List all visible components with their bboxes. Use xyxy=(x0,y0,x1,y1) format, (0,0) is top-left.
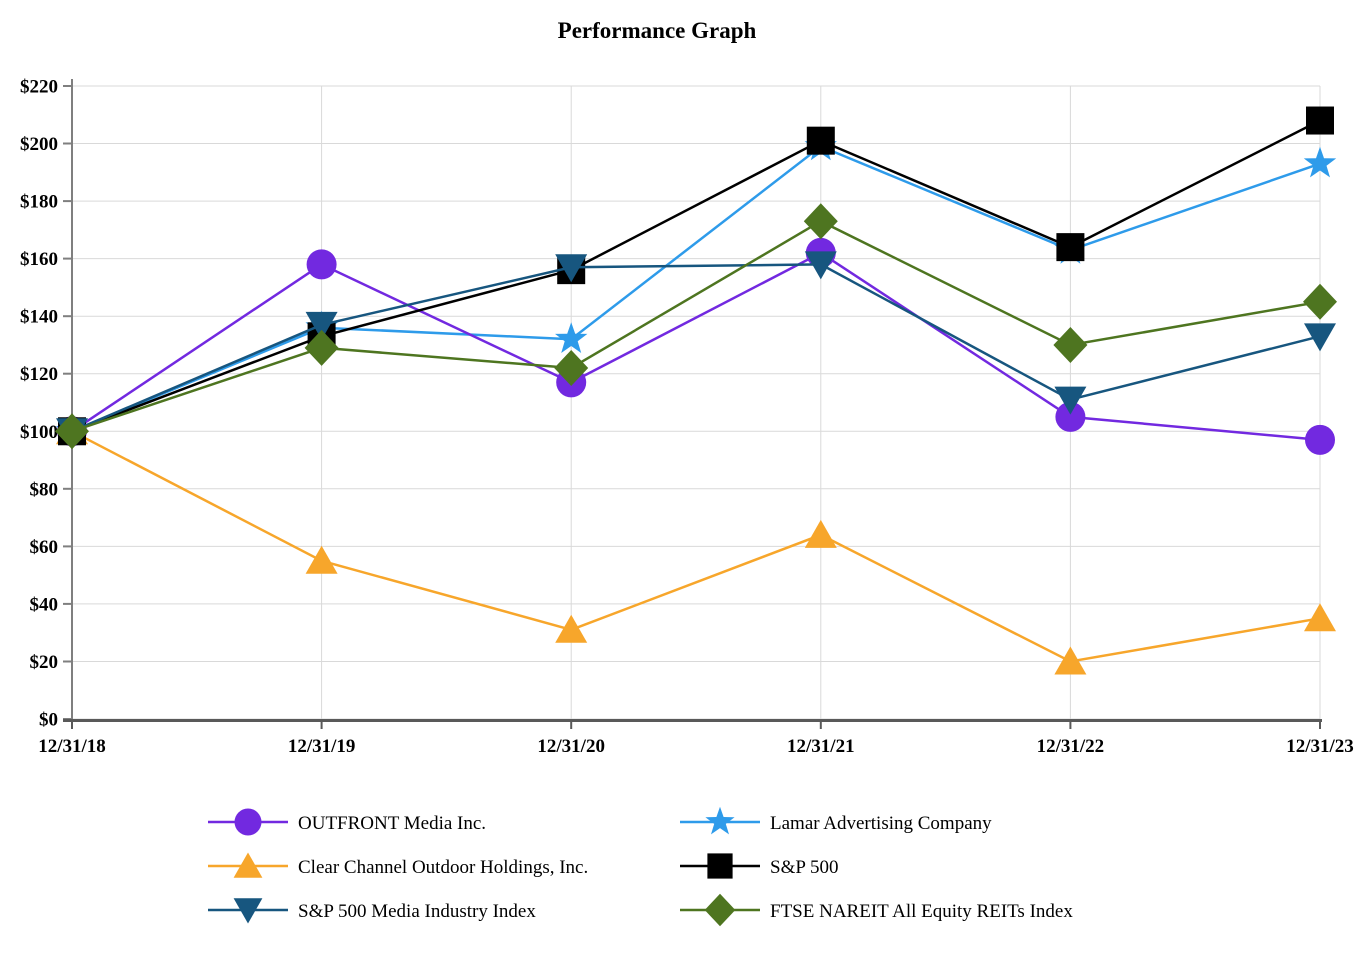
marker-triangle-up xyxy=(555,614,588,643)
series-lamar-advertising-company xyxy=(55,129,1337,445)
series-clear-channel-outdoor-holdings-inc xyxy=(56,416,1336,675)
marker-triangle-down xyxy=(555,254,588,283)
y-tick-label: $140 xyxy=(20,307,58,328)
marker-triangle-down xyxy=(1054,386,1087,415)
marker-diamond xyxy=(554,349,589,386)
series-s-p-500-media-industry-index xyxy=(56,251,1336,447)
marker-square xyxy=(806,126,835,155)
marker-square xyxy=(1056,233,1085,262)
y-tick-label: $160 xyxy=(20,249,58,270)
marker-triangle-down xyxy=(233,898,263,924)
marker-diamond xyxy=(55,413,89,450)
marker-star xyxy=(555,322,588,353)
series-line-outfront-media-inc xyxy=(71,251,1321,442)
y-tick-label: $120 xyxy=(20,364,58,385)
y-axis-labels: $0 $20 $40 $60 $80 $100 $120 $140 $160 $180 $200 $2… xyxy=(20,77,58,731)
legend: Clear Channel Outdoor Holdings, Inc. Lama… xyxy=(208,806,1073,927)
marker-triangle-down xyxy=(804,251,837,280)
legend-label: Clear Channel Outdoor Holdings, Inc. xyxy=(298,857,588,878)
legend-label: Lamar Advertising Company xyxy=(770,813,992,834)
y-tick-label: $20 xyxy=(30,652,59,673)
x-tick-label: 12/31/22 xyxy=(1037,736,1105,757)
x-tick-label: 12/31/18 xyxy=(38,736,106,757)
y-tick-label: $80 xyxy=(30,479,59,500)
marker-triangle-up xyxy=(1054,646,1087,675)
marker-circle xyxy=(1055,401,1086,432)
x-axis-labels: 12/31/18 12/31/19 12/31/20 12/31/21 12/31/22… xyxy=(38,736,1354,757)
x-tick-label: 12/31/21 xyxy=(787,736,855,757)
marker-star xyxy=(1303,146,1337,178)
x-tick-label: 12/31/20 xyxy=(537,736,605,757)
legend-item-s-p-500: S&P 500 xyxy=(680,853,838,879)
legend-item-outfront-media-inc: OUTFRONT Media Inc. xyxy=(208,808,486,836)
series-ftse-nareit-all-equity-reits-index xyxy=(55,203,1337,450)
marker-circle xyxy=(306,249,337,280)
y-tick-label: $60 xyxy=(30,537,59,558)
legend-label: FTSE NAREIT All Equity REITs Index xyxy=(770,901,1073,922)
y-tick-label: $200 xyxy=(20,134,58,155)
series-line-s-p-500 xyxy=(71,119,1321,433)
legend-item-s-p-500-media-industry-index: S&P 500 Media Industry Index xyxy=(208,898,536,924)
axes xyxy=(63,79,1322,729)
series-line-s-p-500-media-industry-index xyxy=(71,263,1321,433)
marker-triangle-up xyxy=(1304,603,1336,632)
series-s-p-500 xyxy=(58,106,1334,446)
legend-label: OUTFRONT Media Inc. xyxy=(298,813,486,834)
marker-triangle-up xyxy=(804,519,837,548)
marker-triangle-up xyxy=(305,545,338,574)
marker-triangle-down xyxy=(1304,323,1336,352)
legend-item-clear-channel-outdoor-holdings-inc: Clear Channel Outdoor Holdings, Inc. xyxy=(208,852,588,878)
marker-diamond xyxy=(1303,283,1337,320)
marker-circle xyxy=(1305,424,1335,455)
series-line-lamar-advertising-company xyxy=(71,144,1321,433)
x-tick-label: 12/31/23 xyxy=(1286,736,1354,757)
marker-triangle-down xyxy=(305,311,338,340)
series-line-clear-channel-outdoor-holdings-inc xyxy=(71,430,1321,663)
legend-label: S&P 500 xyxy=(770,857,838,878)
series-outfront-media-inc xyxy=(57,237,1335,455)
y-tick-label: $220 xyxy=(20,77,58,98)
gridlines xyxy=(72,85,1321,720)
marker-square xyxy=(707,853,733,879)
legend-item-ftse-nareit-all-equity-reits-index: FTSE NAREIT All Equity REITs Index xyxy=(680,893,1073,927)
legend-label: S&P 500 Media Industry Index xyxy=(298,901,536,922)
marker-diamond xyxy=(704,893,736,927)
x-tick-label: 12/31/19 xyxy=(288,736,356,757)
chart-title: Performance Graph xyxy=(557,18,757,43)
marker-star xyxy=(705,806,735,835)
y-tick-label: $180 xyxy=(20,192,58,213)
marker-square xyxy=(1306,106,1334,135)
y-tick-label: $0 xyxy=(39,710,58,731)
marker-circle xyxy=(234,808,262,836)
legend-item-lamar-advertising-company: Lamar Advertising Company xyxy=(680,806,992,835)
marker-diamond xyxy=(1053,326,1088,363)
marker-diamond xyxy=(803,203,838,240)
series-line-ftse-nareit-all-equity-reits-index xyxy=(71,219,1321,433)
y-tick-label: $100 xyxy=(20,422,58,443)
y-tick-label: $40 xyxy=(30,594,59,615)
marker-triangle-up xyxy=(233,852,263,878)
marker-diamond xyxy=(304,329,339,366)
